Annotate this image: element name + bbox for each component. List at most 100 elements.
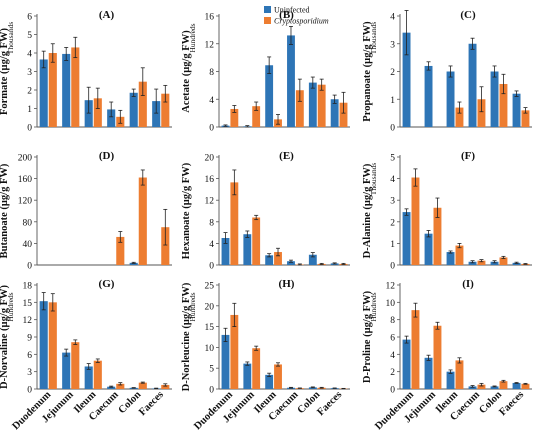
bar-uninfected [107,109,116,127]
unit-label: Hundreds [188,292,197,321]
y-tick-label: 0 [390,124,395,134]
y-tick-label: 6 [390,334,395,344]
x-category-label: Faeces [137,389,166,418]
bar-cryptosporidium [252,217,261,265]
bar-uninfected [512,262,521,265]
bar-uninfected [490,386,499,389]
bar-uninfected [152,101,161,127]
bar-cryptosporidium [116,236,125,265]
bar-uninfected [107,386,116,389]
bar-uninfected [490,71,499,127]
bar-cryptosporidium [521,383,530,389]
y-tick-label: 3 [390,197,395,207]
bar-cryptosporidium [499,83,508,127]
y-tick-label: 9 [27,334,32,344]
y-tick-label: 15 [23,299,33,309]
y-tick-label: 4 [27,50,32,60]
bar-cryptosporidium [230,314,239,389]
bar-cryptosporidium [71,47,80,128]
legend-swatch [264,17,271,24]
y-tick-label: 10 [386,299,396,309]
bar-uninfected [468,261,477,265]
y-tick-label: 18 [23,282,33,292]
x-category-label: Faeces [315,389,344,418]
unit-label: Thousands [369,163,378,196]
bar-cryptosporidium [93,98,102,127]
y-tick-label: 3 [390,40,395,50]
bar-cryptosporidium [230,182,239,265]
bar-cryptosporidium [161,227,170,265]
bar-uninfected [287,261,295,265]
bar-cryptosporidium [477,99,486,127]
y-tick-label: 16 [205,13,215,23]
bar-cryptosporidium [161,93,170,127]
y-tick-label: 1 [27,105,32,115]
bar-cryptosporidium [455,360,464,389]
y-tick-label: 10 [205,344,215,354]
panel-d: 0 40 80 120 160 200 Butanoate (µg/g FW) (D) [0,150,172,272]
bar-uninfected [402,32,411,127]
bar-cryptosporidium [433,325,442,389]
bar-uninfected [129,92,138,127]
y-tick-label: 1 [390,96,395,106]
bar-uninfected [265,65,274,127]
y-tick-label: 3 [27,368,32,378]
bar-cryptosporidium [252,348,261,389]
bar-uninfected [308,254,317,265]
bar-cryptosporidium [477,260,486,265]
bar-cryptosporidium [521,110,530,127]
y-tick-label: 8 [390,316,395,326]
y-tick-label: 0 [209,262,214,272]
bar-cryptosporidium [71,342,80,389]
panel-e: 0 4 8 12 16 20 Hexanoate (µg/g FW) (E) [181,150,350,272]
legend: Uninfected Cryptosporidium [264,6,329,26]
bar-cryptosporidium [295,90,304,127]
y-tick-label: 20 [205,154,215,164]
y-tick-label: 12 [23,316,33,326]
bar-uninfected [265,374,274,389]
y-tick-label: 0 [390,386,395,396]
bar-uninfected [330,99,339,127]
y-tick-label: 15 [205,323,215,333]
legend-label: Uninfected [274,6,310,15]
bar-uninfected [39,301,48,389]
panel-label: (H) [279,278,295,290]
bar-cryptosporidium [433,207,442,265]
bar-cryptosporidium [138,382,147,389]
unit-label: Hundreds [188,23,197,52]
bar-uninfected [468,43,477,127]
bar-uninfected [308,82,317,127]
bar-cryptosporidium [455,245,464,265]
panel-label: (B) [279,9,294,21]
bar-cryptosporidium [499,257,508,265]
bar-cryptosporidium [48,302,57,389]
y-axis-title: D-Proline (µg/g FW) [362,290,373,383]
y-tick-label: 0 [27,262,32,272]
y-tick-label: 5 [390,154,395,164]
y-tick-label: 6 [27,351,32,361]
bar-uninfected [243,234,252,265]
bar-cryptosporidium [499,381,508,389]
bar-uninfected [287,35,295,127]
y-tick-label: 0 [27,386,32,396]
panel-label: (I) [462,278,474,290]
bar-uninfected [512,93,521,127]
unit-label: Thousands [6,22,15,55]
y-tick-label: 80 [23,218,33,228]
bar-uninfected [129,262,138,265]
bar-cryptosporidium [138,177,147,265]
bar-cryptosporidium [93,360,102,389]
bar-uninfected [62,352,71,389]
panel-label: (D) [99,150,115,162]
y-tick-label: 40 [23,240,33,250]
y-axis-title: D-Alanine (µg/g FW) [362,163,373,258]
bar-uninfected [221,334,230,389]
bar-uninfected [39,59,48,127]
y-tick-label: 6 [27,13,32,23]
y-axis-title: D-Norvaline (µg/g FW) [0,284,10,389]
